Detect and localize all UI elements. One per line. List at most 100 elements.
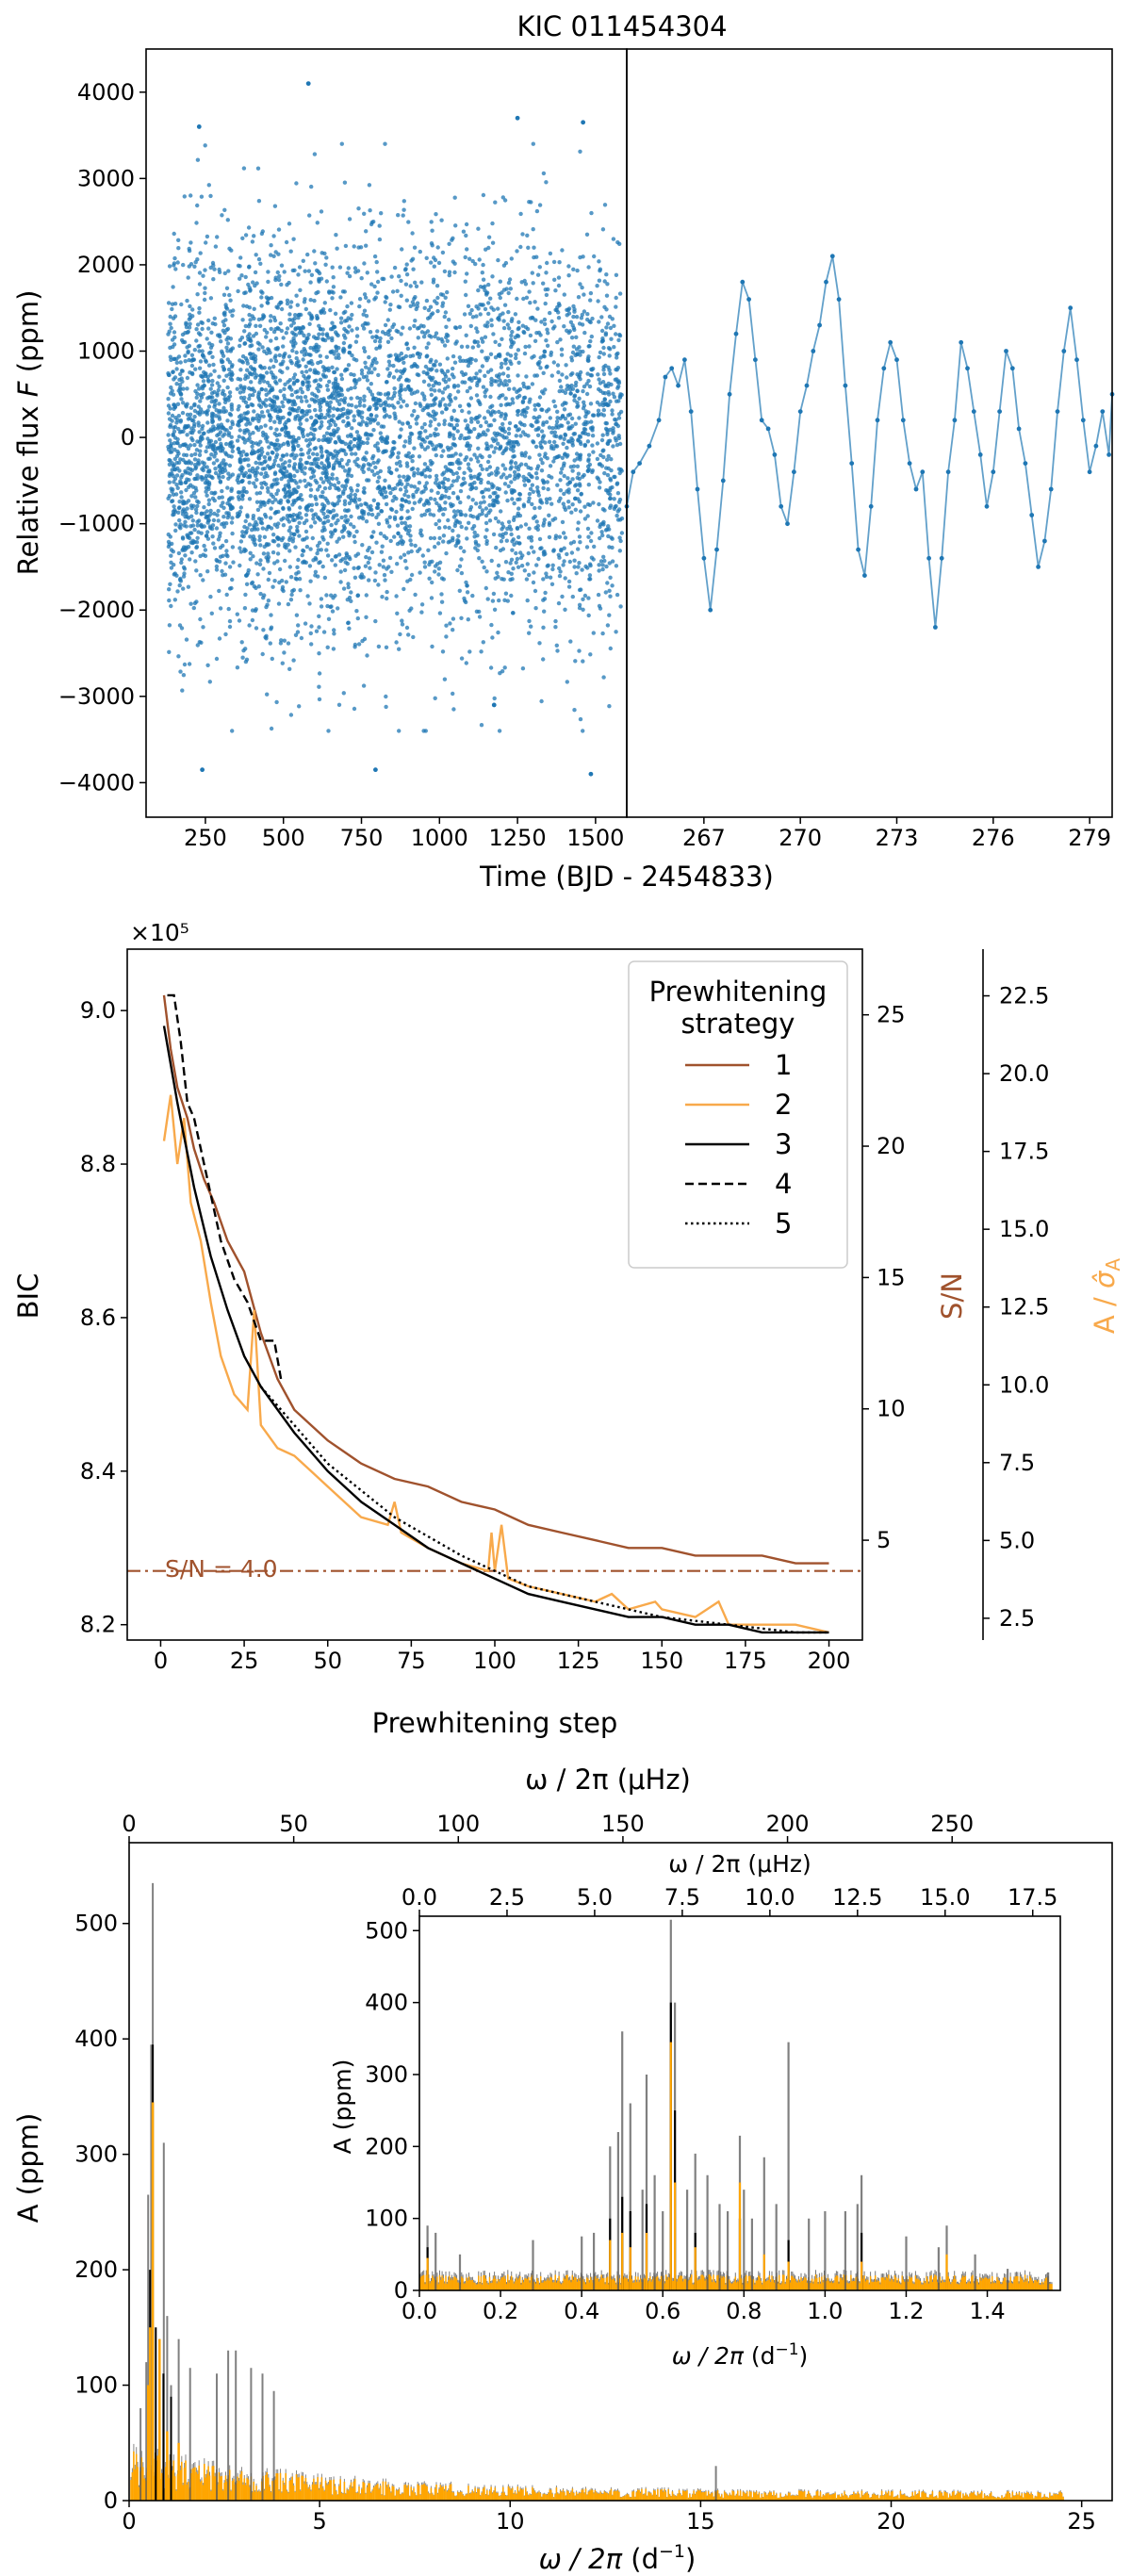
flux-point-4128	[535, 464, 541, 468]
flux-point-1865	[320, 251, 324, 255]
flux-point-4051	[436, 503, 442, 508]
flux-point-4582	[484, 467, 489, 472]
flux-point-2411	[205, 396, 210, 401]
flux-point-4273	[614, 295, 618, 301]
flux-point-4191	[374, 259, 379, 265]
flux-point-3491	[585, 514, 590, 518]
flux-point-2628	[616, 416, 622, 420]
flux-point-1505	[294, 362, 299, 368]
flux-point-2599	[480, 336, 484, 341]
flux-point-3222	[411, 634, 416, 640]
flux-point-2169	[280, 578, 285, 583]
flux-point-506	[316, 456, 320, 462]
flux-point-3736	[565, 680, 569, 684]
flux-point-200	[179, 557, 184, 562]
flux-point-2294	[170, 337, 175, 342]
flux-point-4749	[512, 477, 517, 482]
flux-point-1926	[277, 420, 282, 425]
flux-point-4039	[577, 416, 582, 420]
flux-point-3504	[614, 438, 618, 443]
flux-point-3982	[525, 233, 530, 238]
flux-point-276	[217, 588, 221, 594]
flux-point-2448	[322, 520, 327, 525]
flux-point-3604	[372, 254, 378, 259]
flux-point-226	[189, 550, 194, 555]
flux-point-2674	[416, 471, 420, 476]
flux-point-2250	[251, 280, 255, 285]
flux-point-4354	[506, 440, 512, 446]
flux-point-4747	[518, 550, 523, 555]
flux-point-4458	[579, 441, 583, 447]
flux-point-4909	[371, 220, 376, 224]
flux-point-3335	[400, 497, 404, 501]
flux-point-2085	[248, 557, 253, 562]
flux-point-3981	[402, 268, 408, 272]
flux-point-3219	[489, 471, 494, 476]
flux-point-3627	[364, 593, 369, 598]
flux-point-1885	[301, 452, 305, 457]
flux-point-4877	[518, 211, 523, 217]
flux-point-3691	[490, 503, 496, 508]
flux-point-1501	[170, 306, 174, 312]
flux-point-4803	[609, 535, 614, 540]
flux-point-3020	[366, 436, 370, 441]
flux-point-2747	[385, 318, 390, 322]
flux-point-1368	[252, 481, 256, 485]
flux-point-4757	[445, 369, 451, 373]
flux-point-1436	[243, 274, 248, 280]
flux-point-3170	[564, 363, 568, 368]
flux-point-3392	[595, 284, 599, 288]
flux-point-989	[252, 367, 256, 371]
flux-point-4421	[537, 265, 542, 270]
flux-point-3810	[384, 704, 388, 710]
flux-point-2211	[275, 305, 280, 310]
flux-point-698	[205, 465, 209, 469]
flux-point-1915	[222, 207, 227, 212]
flux-point-3624	[361, 440, 366, 446]
flux-point-1459	[238, 563, 242, 568]
flux-point-2892	[424, 508, 430, 514]
flux-point-493	[220, 488, 224, 494]
flux-point-4544	[428, 496, 434, 501]
flux-point-4443	[544, 292, 549, 298]
flux-point-1088	[319, 450, 324, 454]
flux-point-4782	[352, 575, 358, 580]
flux-point-4970	[538, 444, 543, 449]
flux-point-3936	[565, 445, 569, 451]
flux-point-2986	[503, 560, 509, 565]
flux-point-2276	[214, 656, 220, 662]
flux-point-2152	[281, 344, 286, 349]
flux-point-1192	[242, 329, 247, 334]
flux-point-3647	[490, 635, 495, 640]
flux-point-1468	[303, 269, 307, 273]
flux-point-4301	[564, 401, 568, 405]
flux-point-4061	[407, 326, 413, 331]
flux-point-986	[287, 399, 292, 403]
flux-point-4346	[424, 354, 429, 359]
flux-point-2602	[447, 272, 451, 278]
flux-point-3801	[574, 347, 580, 352]
flux-point-683	[182, 662, 188, 667]
flux-point-4253	[570, 468, 575, 473]
flux-point-3423	[515, 556, 520, 562]
flux-point-3207	[446, 517, 451, 523]
flux-point-1232	[220, 568, 224, 574]
flux-point-675	[173, 528, 178, 533]
flux-point-4057	[429, 462, 434, 467]
flux-point-1288	[168, 438, 172, 443]
flux-point-278	[315, 487, 320, 492]
flux-point-2425	[285, 431, 289, 435]
flux-point-1949	[330, 296, 335, 301]
flux-point-2368	[266, 409, 270, 414]
flux-point-3385	[541, 577, 546, 582]
flux-point-4968	[539, 320, 544, 324]
flux-point-1513	[275, 409, 281, 414]
flux-point-993	[172, 377, 176, 382]
flux-point-1371	[253, 283, 257, 288]
flux-point-1080	[331, 406, 336, 411]
flux-point-1269	[283, 495, 287, 500]
flux-point-637	[231, 560, 236, 565]
flux-point-3189	[474, 501, 479, 506]
flux-point-1651	[178, 371, 183, 377]
